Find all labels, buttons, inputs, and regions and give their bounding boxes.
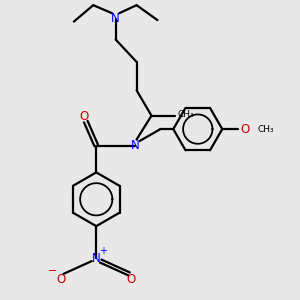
Text: N: N	[111, 12, 120, 25]
Text: O: O	[127, 273, 136, 286]
Text: N: N	[92, 252, 100, 265]
Text: CH₃: CH₃	[257, 124, 274, 134]
Text: O: O	[56, 273, 66, 286]
Text: N: N	[131, 139, 140, 152]
Text: +: +	[99, 246, 107, 256]
Text: CH₃: CH₃	[178, 110, 194, 119]
Text: O: O	[240, 123, 249, 136]
Text: −: −	[47, 266, 57, 276]
Text: O: O	[80, 110, 89, 123]
